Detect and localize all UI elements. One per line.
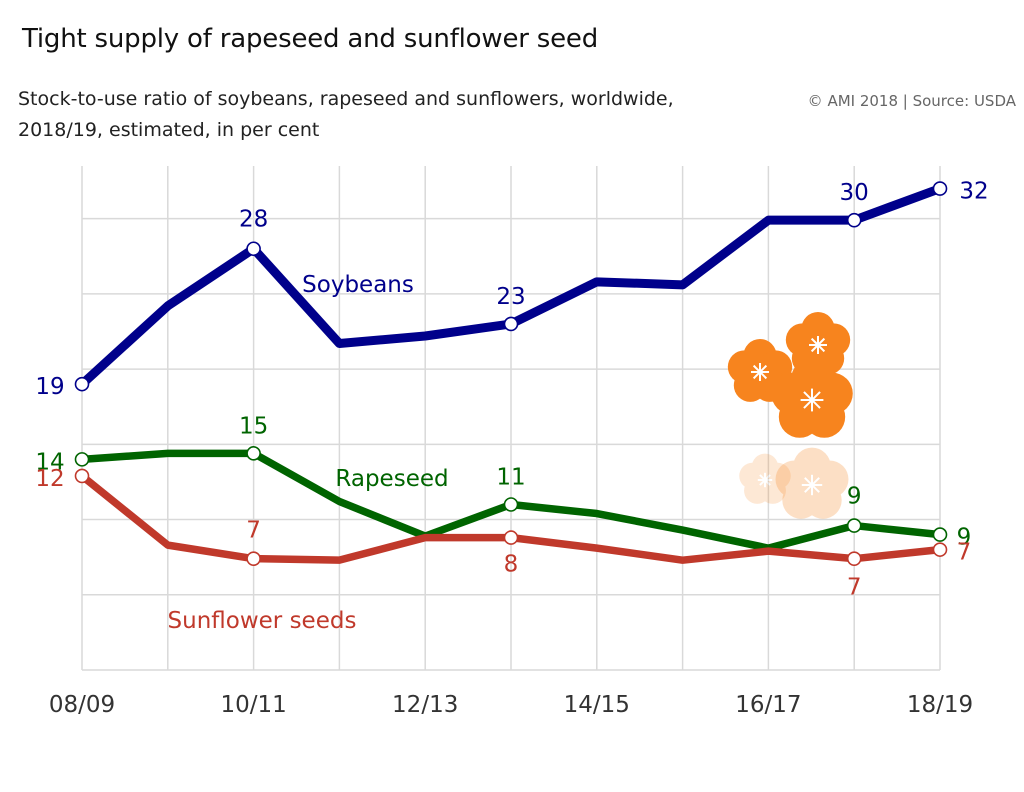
data-label-rapeseed: 14 bbox=[35, 449, 64, 475]
series-name-soybeans: Soybeans bbox=[302, 272, 414, 298]
series-points bbox=[74, 181, 948, 566]
chart-title: Tight supply of rapeseed and sunflower s… bbox=[22, 24, 599, 54]
source-credit: © AMI 2018 | Source: USDA bbox=[807, 92, 1016, 110]
flower-icon bbox=[771, 358, 853, 438]
data-label-sunflower: 7 bbox=[246, 518, 261, 544]
data-label-soybeans: 28 bbox=[239, 207, 268, 233]
data-point-rapeseed bbox=[846, 518, 862, 533]
data-point-rapeseed bbox=[246, 446, 261, 461]
flower-illustration-icon bbox=[727, 312, 853, 519]
x-axis-tick-labels: 08/09 10/11 12/13 14/15 16/17 18/19 bbox=[49, 692, 973, 718]
series-names: Soybeans Rapeseed Sunflower seeds bbox=[168, 272, 449, 634]
data-point-soybeans bbox=[932, 181, 948, 196]
x-tick-label: 18/19 bbox=[907, 692, 973, 718]
data-label-soybeans: 32 bbox=[959, 179, 988, 205]
data-point-soybeans bbox=[503, 316, 519, 332]
series-name-sunflower: Sunflower seeds bbox=[168, 608, 357, 634]
data-label-soybeans: 23 bbox=[496, 284, 525, 310]
data-point-sunflower bbox=[503, 530, 519, 545]
flower-icon bbox=[727, 339, 793, 402]
data-point-soybeans bbox=[846, 212, 862, 228]
data-label-sunflower: 8 bbox=[504, 552, 519, 578]
data-label-soybeans: 19 bbox=[35, 374, 64, 400]
data-point-rapeseed bbox=[74, 452, 90, 467]
data-point-rapeseed bbox=[503, 497, 519, 512]
flower-icon bbox=[775, 447, 849, 519]
data-point-soybeans bbox=[246, 241, 261, 257]
data-point-sunflower bbox=[74, 468, 90, 484]
x-tick-label: 10/11 bbox=[220, 692, 286, 718]
data-label-rapeseed: 15 bbox=[239, 413, 268, 439]
data-label-rapeseed: 11 bbox=[496, 465, 525, 491]
x-tick-label: 16/17 bbox=[735, 692, 801, 718]
x-tick-label: 12/13 bbox=[392, 692, 458, 718]
data-label-sunflower: 7 bbox=[957, 540, 972, 566]
data-point-sunflower bbox=[846, 551, 862, 566]
data-label-rapeseed: 9 bbox=[847, 484, 862, 510]
data-label-rapeseed: 9 bbox=[957, 525, 972, 551]
data-label-sunflower: 7 bbox=[847, 575, 862, 601]
data-labels: 19 28 23 30 32 14 15 11 9 9 12 7 8 7 7 bbox=[35, 179, 988, 601]
data-point-rapeseed bbox=[932, 527, 948, 542]
data-point-sunflower bbox=[932, 542, 948, 557]
series-name-rapeseed: Rapeseed bbox=[335, 466, 448, 492]
data-point-soybeans bbox=[74, 376, 90, 392]
flower-icon bbox=[739, 453, 791, 504]
data-label-soybeans: 30 bbox=[840, 180, 869, 206]
x-tick-label: 14/15 bbox=[564, 692, 630, 718]
chart-subtitle-line2: 2018/19, estimated, in per cent bbox=[18, 119, 320, 141]
data-label-sunflower: 12 bbox=[35, 466, 64, 492]
chart-subtitle-line1: Stock-to-use ratio of soybeans, rapeseed… bbox=[18, 88, 674, 110]
data-point-sunflower bbox=[246, 551, 261, 566]
x-tick-label: 08/09 bbox=[49, 692, 115, 718]
